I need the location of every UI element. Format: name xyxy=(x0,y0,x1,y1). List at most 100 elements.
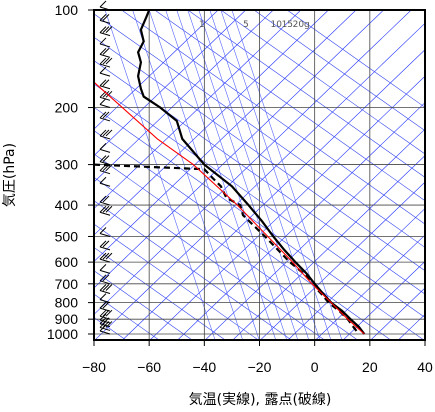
wind-barb xyxy=(99,195,111,206)
wind-barb xyxy=(99,66,111,77)
y-tick-label: 400 xyxy=(55,197,79,213)
wind-barb-feather xyxy=(102,47,110,55)
x-tick-label: −40 xyxy=(192,359,216,375)
mixing-ratio-line xyxy=(176,10,288,340)
isotherm-line xyxy=(122,49,425,340)
wind-barb-feather xyxy=(102,274,110,282)
y-tick-label: 700 xyxy=(55,276,79,292)
wind-barb xyxy=(99,0,111,11)
dry-adiabat-line xyxy=(94,247,226,340)
wind-barb-feather xyxy=(105,164,113,172)
mixing-ratio-label: 1 xyxy=(199,20,205,30)
isotherm-line xyxy=(149,75,425,340)
dry-adiabat-line xyxy=(94,200,292,340)
wind-barb xyxy=(99,324,111,335)
wind-barb-feather xyxy=(102,252,110,260)
isotherm-line xyxy=(94,10,302,209)
wind-barb-shaft xyxy=(99,96,111,101)
mixing-ratio-labels: 1 5 10 15 20g xyxy=(199,20,310,30)
wind-barb xyxy=(99,240,111,251)
wind-barb-feather xyxy=(99,176,107,184)
wind-barb-feather xyxy=(99,301,107,309)
wind-barb-feather xyxy=(105,321,113,328)
wind-barb-shaft xyxy=(99,258,111,263)
wind-barb-feather xyxy=(99,47,107,55)
wind-barb-shaft xyxy=(99,246,111,251)
wind-barb-feather xyxy=(102,301,110,309)
wind-barb xyxy=(99,205,113,216)
wind-barb-feather xyxy=(102,205,110,213)
dry-adiabat-line xyxy=(94,270,193,340)
dry-adiabat-line xyxy=(220,10,425,155)
y-tick-label: 200 xyxy=(55,100,79,116)
wind-barb-shaft xyxy=(99,170,111,175)
mixing-ratio-line xyxy=(220,10,332,340)
isotherm-line xyxy=(232,155,425,340)
isotherm-line xyxy=(204,128,425,340)
wind-barb-feather xyxy=(99,321,107,328)
y-tick-label: 600 xyxy=(55,254,79,270)
isotherm-line xyxy=(94,10,246,156)
wind-barb-shaft xyxy=(99,330,111,335)
wind-barb xyxy=(99,301,111,312)
wind-barb xyxy=(99,47,111,58)
wind-barb-feather xyxy=(99,129,107,137)
wind-barb xyxy=(99,284,113,294)
wind-barb-feather xyxy=(99,66,107,74)
wind-barb-feather xyxy=(99,0,107,8)
wind-barb-feather xyxy=(102,195,110,203)
wind-barb-shaft xyxy=(99,43,111,48)
grid-lines xyxy=(93,9,426,340)
wind-barb-feather xyxy=(102,129,110,137)
axis-ticks: −80 −60 −40 −20 0 20 40 100 200 300 400 500 600 700 80… xyxy=(47,2,433,375)
wind-barb xyxy=(99,57,113,68)
mixing-ratio-label: 5 xyxy=(243,20,249,30)
wind-barb xyxy=(99,155,111,166)
y-tick-label: 900 xyxy=(55,311,79,327)
wind-barb-feather xyxy=(102,240,110,248)
dry-adiabat-line xyxy=(94,36,425,272)
wind-barb-shaft xyxy=(99,201,111,206)
wind-barb-feather xyxy=(102,26,110,34)
wind-barb-feather xyxy=(99,293,107,300)
dry-adiabat-line xyxy=(94,223,259,340)
isotherm-line xyxy=(94,10,329,236)
wind-barb-feather xyxy=(102,79,110,87)
x-tick-label: 20 xyxy=(362,359,378,375)
wind-barb-feather xyxy=(99,155,107,162)
x-tick-label: −60 xyxy=(137,359,161,375)
mixing-ratio-label: 20g xyxy=(293,20,310,30)
wind-barb-feather xyxy=(99,205,107,213)
wind-barb-feather xyxy=(102,90,110,98)
wind-barb-feather xyxy=(105,57,113,65)
mixing-ratio-line xyxy=(198,10,310,340)
wind-barb-shaft xyxy=(99,53,111,58)
y-tick-label: 800 xyxy=(55,295,79,311)
isotherm-line xyxy=(94,10,412,315)
isotherm-line xyxy=(287,208,425,340)
mixing-ratio-line xyxy=(132,10,243,340)
wind-barb-shaft xyxy=(99,182,111,187)
wind-barb-shaft xyxy=(99,148,111,153)
temperature-line xyxy=(136,10,366,335)
wind-barb-feather xyxy=(102,111,110,119)
wind-barb-feather xyxy=(99,57,107,65)
wind-barb-shaft xyxy=(99,269,111,274)
wind-barb-shaft xyxy=(99,326,111,331)
wind-barb-shaft xyxy=(99,280,111,285)
wind-barb-feather xyxy=(99,98,107,105)
x-tick-label: 0 xyxy=(311,359,319,375)
wind-barb-shaft xyxy=(99,211,111,216)
mixing-ratio-line xyxy=(231,10,343,340)
dry-adiabat-line xyxy=(154,10,425,202)
isotherm-line xyxy=(342,261,425,340)
wind-barb-feather xyxy=(99,14,107,21)
wind-barb xyxy=(99,79,111,90)
mixing-ratio-line xyxy=(187,10,299,340)
mixing-ratio-line xyxy=(209,10,321,340)
y-tick-label: 500 xyxy=(55,228,79,244)
wind-barb xyxy=(99,37,111,48)
isotherm-line xyxy=(425,10,435,341)
dry-adiabat-line xyxy=(94,106,425,340)
wind-barb xyxy=(99,176,111,187)
